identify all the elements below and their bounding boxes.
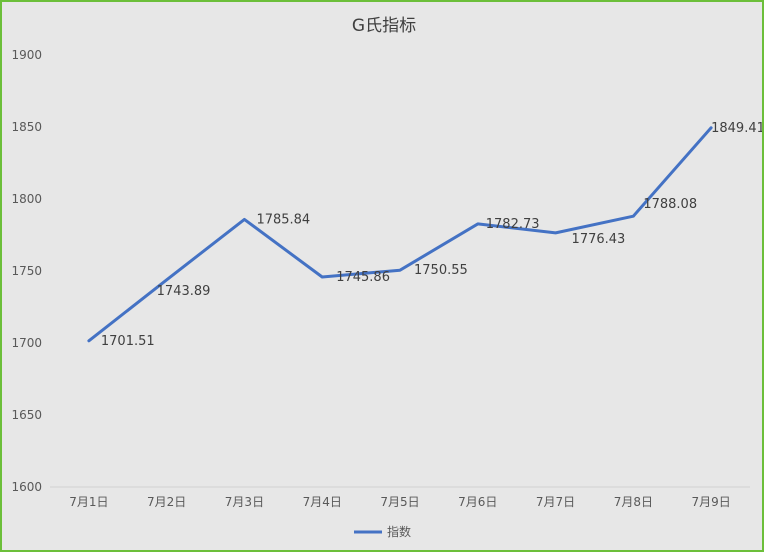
data-label: 1782.73 xyxy=(486,217,540,232)
x-tick-label: 7月1日 xyxy=(69,495,108,509)
chart-title: G氏指标 xyxy=(352,16,416,36)
x-tick-label: 7月3日 xyxy=(225,495,264,509)
x-tick-label: 7月6日 xyxy=(458,495,497,509)
data-label: 1785.84 xyxy=(256,212,310,227)
legend: 指数 xyxy=(354,524,411,539)
data-labels: 1701.51 1743.89 1785.84 1745.86 1750.55 1782.… xyxy=(101,121,762,349)
y-tick-label: 1700 xyxy=(11,336,42,350)
x-tick-label: 7月8日 xyxy=(614,495,653,509)
y-tick-label: 1750 xyxy=(11,264,42,278)
legend-label: 指数 xyxy=(387,524,411,539)
data-label: 1788.08 xyxy=(643,197,697,212)
y-tick-label: 1900 xyxy=(11,48,42,62)
series-line-指数 xyxy=(87,126,713,343)
data-label: 1701.51 xyxy=(101,334,155,349)
y-tick-label: 1850 xyxy=(11,120,42,134)
y-tick-label: 1800 xyxy=(11,192,42,206)
y-tick-label: 1600 xyxy=(11,480,42,494)
data-label: 1745.86 xyxy=(336,270,390,285)
data-label: 1849.41 xyxy=(711,121,762,136)
x-tick-label: 7月2日 xyxy=(147,495,186,509)
x-tick-label: 7月9日 xyxy=(691,495,730,509)
y-axis-ticks: 1600 1650 1700 1750 1800 1850 1900 xyxy=(11,48,42,494)
data-label: 1776.43 xyxy=(572,232,626,247)
x-axis-ticks: 7月1日 7月2日 7月3日 7月4日 7月5日 7月6日 7月7日 7月8日 7月9日 xyxy=(69,495,731,509)
data-label: 1750.55 xyxy=(414,263,468,278)
x-tick-label: 7月5日 xyxy=(380,495,419,509)
data-label: 1743.89 xyxy=(157,284,211,299)
x-tick-label: 7月7日 xyxy=(536,495,575,509)
y-tick-label: 1650 xyxy=(11,408,42,422)
x-tick-label: 7月4日 xyxy=(303,495,342,509)
